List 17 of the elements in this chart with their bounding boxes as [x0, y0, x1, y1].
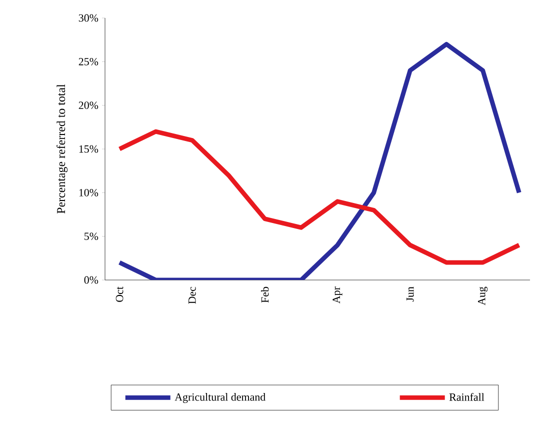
legend-label: Rainfall — [449, 392, 484, 401]
x-tick-label: Apr — [332, 286, 342, 304]
line-series — [117, 129, 522, 265]
y-tick-label: 5% — [84, 232, 98, 240]
y-tick-label: 30% — [78, 14, 98, 22]
y-tick-label: 0% — [84, 276, 98, 284]
y-tick-label: 10% — [79, 188, 98, 196]
y-tick-label: 25% — [78, 58, 98, 66]
x-tick-label: Dec — [188, 286, 196, 304]
x-tick-label: Aug — [478, 286, 488, 306]
legend-label: Agricultural demand — [174, 393, 266, 404]
x-tick-label: Oct — [116, 286, 124, 302]
y-tick-label: 15% — [79, 145, 98, 153]
y-tick-label: 20% — [78, 102, 98, 110]
y-axis-title: Percentage referred to total — [56, 84, 68, 214]
x-tick-label: Feb — [260, 286, 269, 303]
x-tick-label: Jun — [406, 286, 414, 302]
